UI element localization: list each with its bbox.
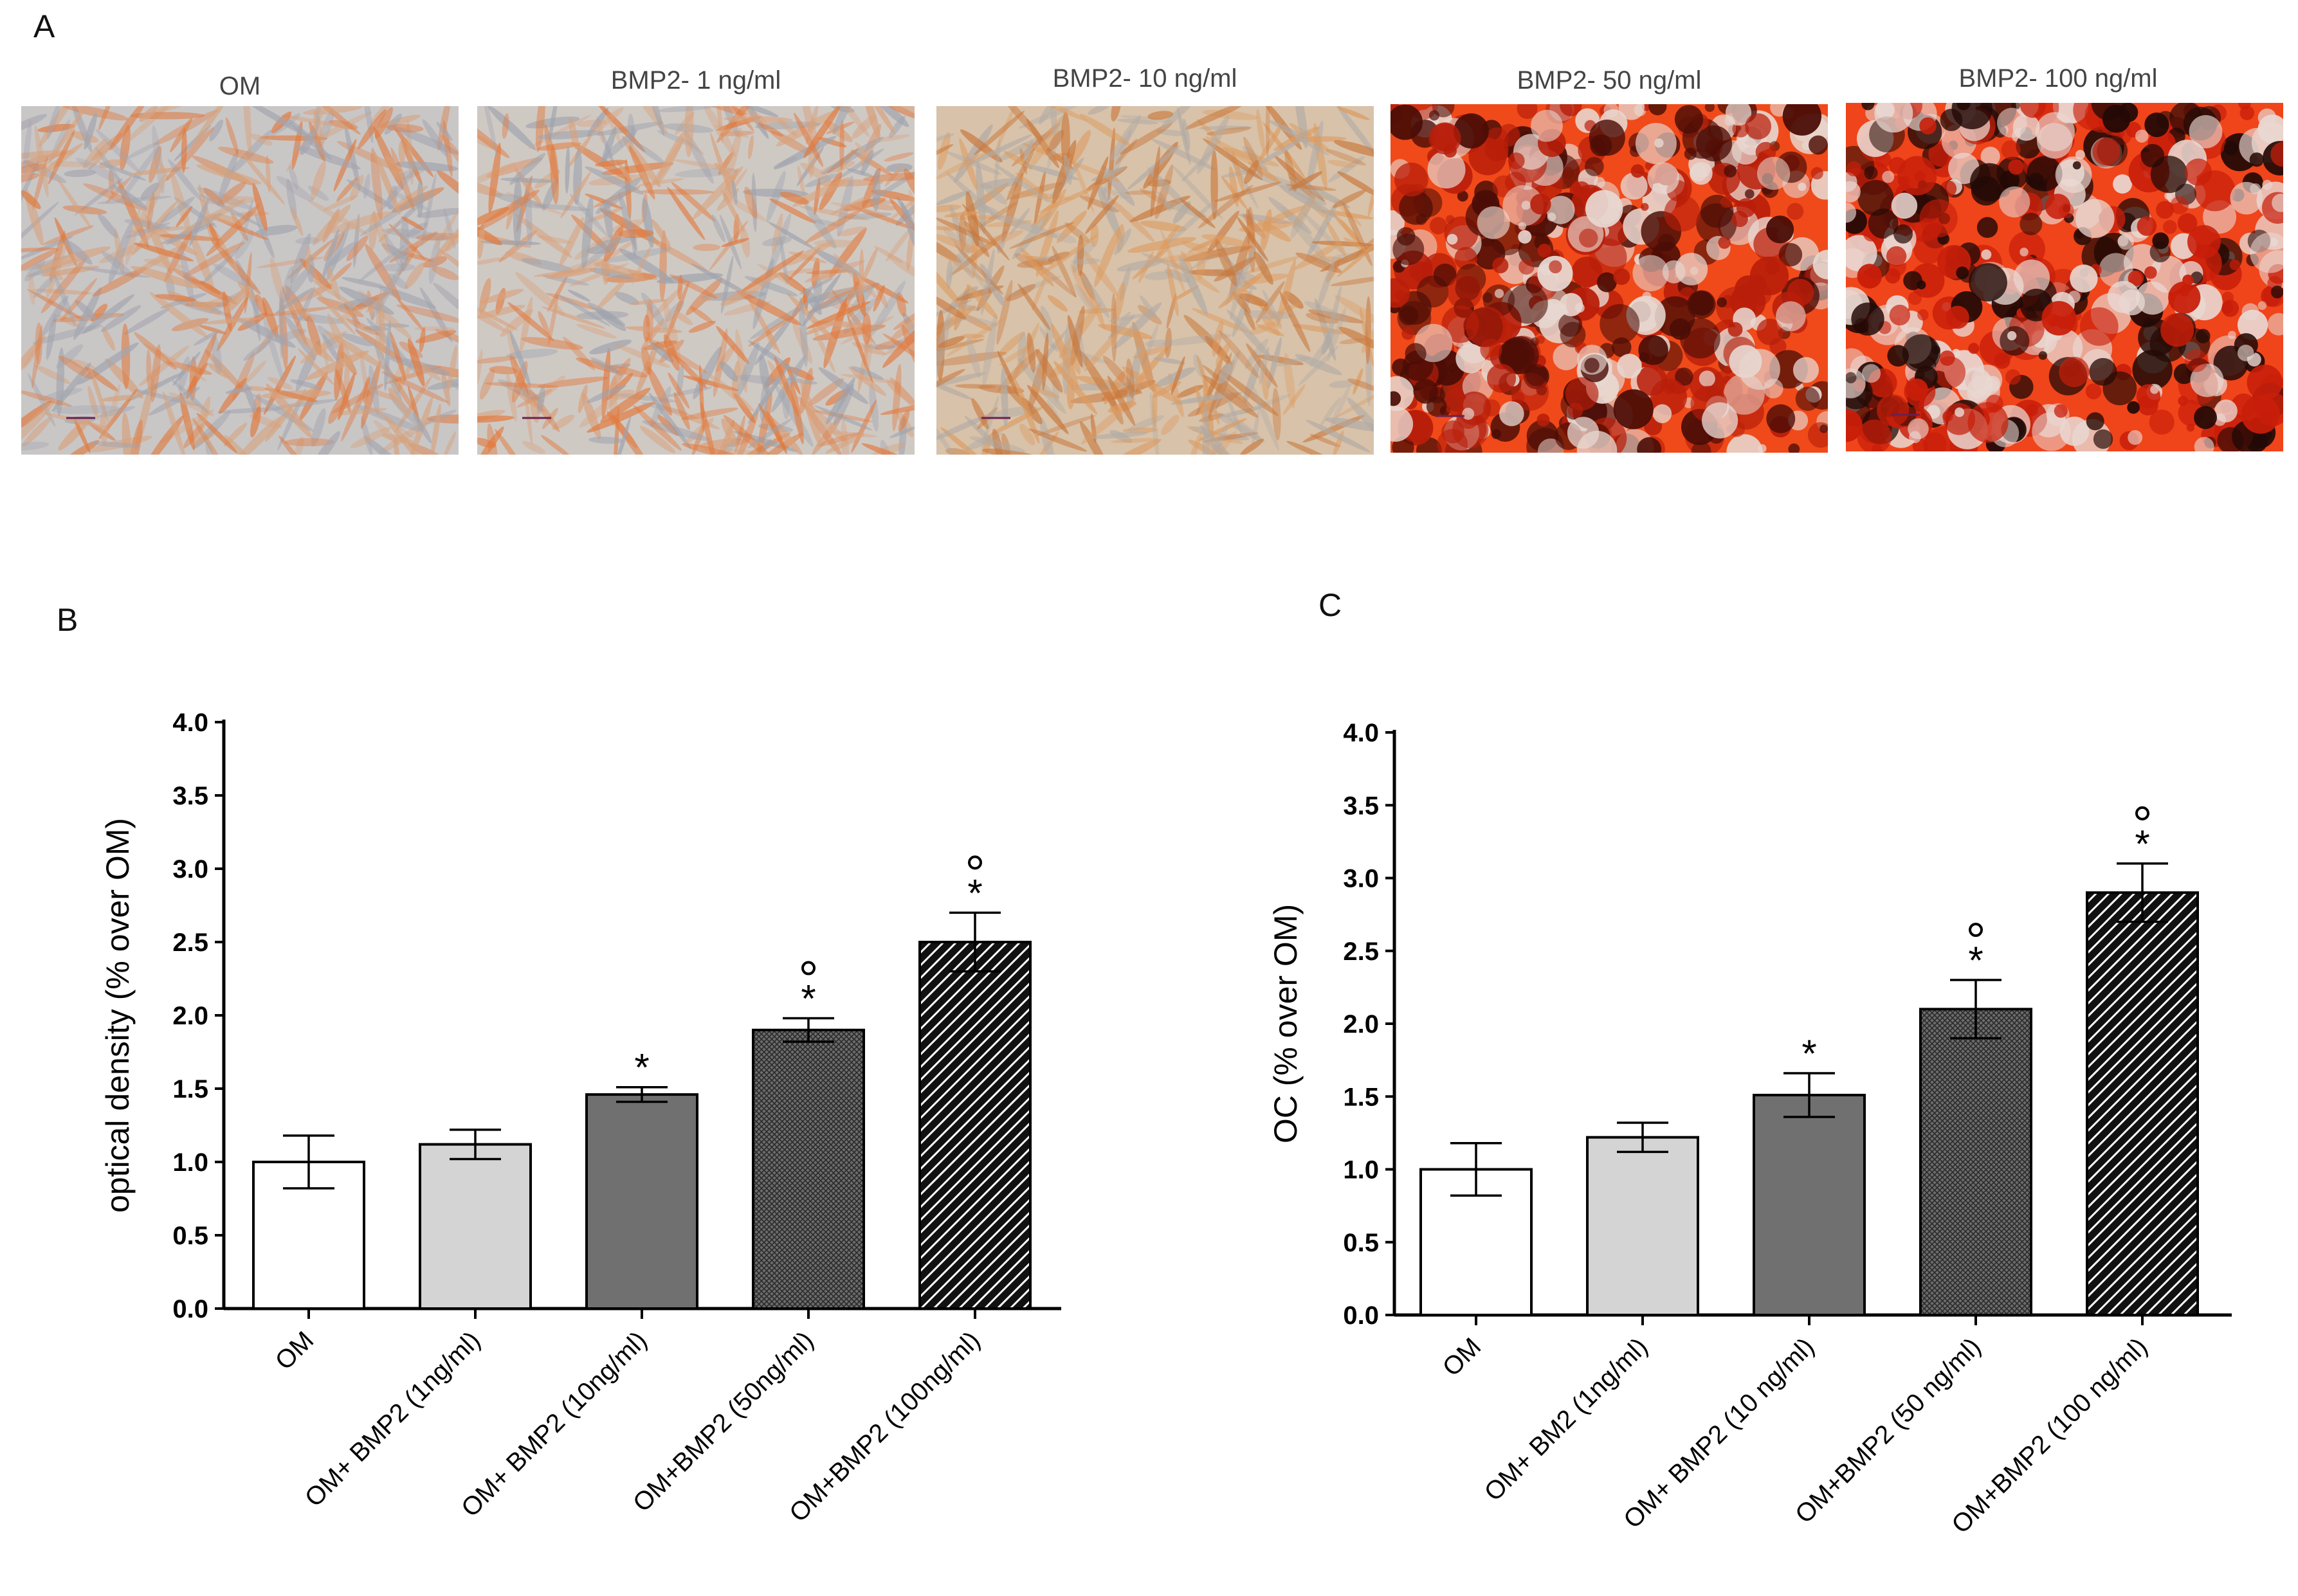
micrograph-bmp2-1 — [477, 106, 915, 455]
y-tick-label: 3.0 — [172, 855, 208, 884]
panel-label-b: B — [57, 602, 78, 638]
micro-caption-bmp2-50: BMP2- 50 ng/ml — [1517, 66, 1702, 95]
bar — [1586, 1136, 1699, 1316]
x-tick-label: OM+ BM2 (1ng/ml) — [1479, 1332, 1654, 1507]
bar — [752, 1028, 865, 1310]
y-axis-label: optical density (% over OM) — [100, 818, 136, 1213]
y-tick-label: 1.0 — [1343, 1156, 1379, 1184]
y-tick-label: 3.5 — [172, 782, 208, 810]
y-tick-label: 4.0 — [172, 709, 208, 737]
x-tick-label: OM+BMP2 (50 ng/ml) — [1790, 1332, 1986, 1528]
bar — [419, 1143, 532, 1310]
micro-caption-bmp2-10: BMP2- 10 ng/ml — [1052, 64, 1237, 93]
significance-circle — [2135, 806, 2149, 821]
x-tick-label: OM+BMP2 (100 ng/ml) — [1946, 1332, 2153, 1539]
y-tick-label: 2.0 — [1343, 1010, 1379, 1038]
significance-circle — [1969, 923, 1983, 938]
y-tick-label: 4.0 — [1343, 719, 1379, 747]
significance-circle — [801, 961, 816, 975]
significance-star: * — [634, 1046, 649, 1089]
y-tick-label: 3.0 — [1343, 865, 1379, 893]
bar — [585, 1093, 698, 1310]
y-tick-label: 0.5 — [1343, 1229, 1379, 1257]
micro-caption-bmp2-100: BMP2- 100 ng/ml — [1958, 64, 2158, 93]
y-tick-label: 0.5 — [172, 1222, 208, 1250]
significance-star: * — [1968, 939, 1983, 982]
significance-star: * — [2135, 822, 2149, 866]
y-tick-label: 2.0 — [172, 1002, 208, 1030]
significance-star: * — [967, 871, 982, 914]
x-tick-label: OM+BMP2 (100ng/ml) — [784, 1326, 985, 1527]
micro-caption-bmp2-1: BMP2- 1 ng/ml — [610, 66, 781, 95]
micrograph-bmp2-10 — [936, 106, 1374, 455]
bar — [1919, 1008, 2032, 1316]
x-tick-label: OM — [1437, 1332, 1487, 1382]
x-tick-label: OM+ BMP2 (10ng/ml) — [456, 1326, 652, 1522]
significance-circle — [968, 855, 982, 870]
micrograph-bmp2-50 — [1391, 104, 1828, 453]
significance-star: * — [1801, 1032, 1816, 1075]
bar-chart-oc: 0.0 0.5 1.0 1.5 2.0 2.5 3.0 3.5 4.0 OC (% over OM… — [1268, 719, 2232, 1539]
bar-chart-optical-density: 0.0 0.5 1.0 1.5 2.0 2.5 3.0 3.5 4.0 optical densi… — [100, 709, 1061, 1528]
x-tick-label: OM+ BMP2 (10 ng/ml) — [1618, 1332, 1819, 1534]
micrograph-om — [21, 106, 459, 455]
y-tick-label: 1.5 — [172, 1075, 208, 1103]
panel-label-a: A — [33, 8, 55, 44]
y-tick-label: 0.0 — [172, 1295, 208, 1323]
bar — [2086, 891, 2199, 1316]
y-tick-label: 2.5 — [1343, 938, 1379, 966]
x-tick-label: OM+BMP2 (50ng/ml) — [628, 1326, 819, 1518]
bar — [1753, 1093, 1866, 1316]
y-tick-label: 1.0 — [172, 1148, 208, 1177]
significance-star: * — [801, 977, 816, 1020]
x-tick-label: OM+ BMP2 (1ng/ml) — [300, 1326, 486, 1512]
y-tick-label: 2.5 — [172, 929, 208, 957]
y-tick-label: 1.5 — [1343, 1083, 1379, 1111]
y-tick-label: 3.5 — [1343, 792, 1379, 820]
x-tick-label: OM — [270, 1326, 320, 1375]
micrograph-bmp2-100 — [1846, 103, 2283, 451]
y-axis-label: OC (% over OM) — [1268, 904, 1304, 1143]
bar — [918, 941, 1032, 1310]
y-tick-label: 0.0 — [1343, 1301, 1379, 1330]
panel-label-c: C — [1318, 587, 1342, 623]
micro-caption-om: OM — [219, 72, 261, 100]
